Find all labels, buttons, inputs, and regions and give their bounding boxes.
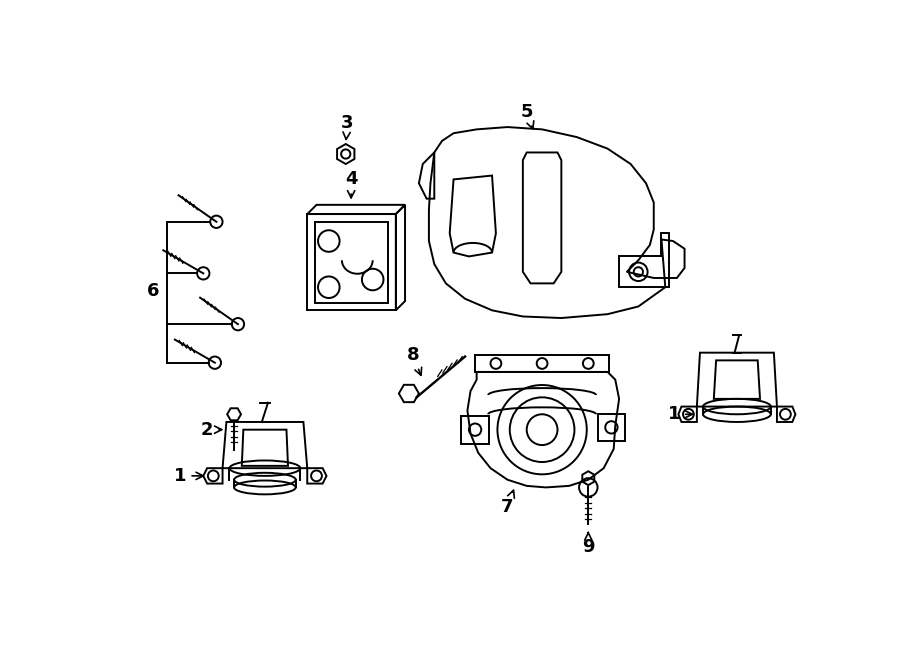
Text: 6: 6 <box>147 282 159 300</box>
Text: 3: 3 <box>341 114 354 139</box>
Text: 1: 1 <box>668 405 692 423</box>
Text: 8: 8 <box>407 346 421 375</box>
Text: 7: 7 <box>501 490 515 516</box>
Text: 2: 2 <box>201 420 221 439</box>
Text: 1: 1 <box>174 467 203 485</box>
Text: 9: 9 <box>582 532 595 557</box>
Text: 4: 4 <box>345 171 357 198</box>
Text: 5: 5 <box>520 102 534 129</box>
